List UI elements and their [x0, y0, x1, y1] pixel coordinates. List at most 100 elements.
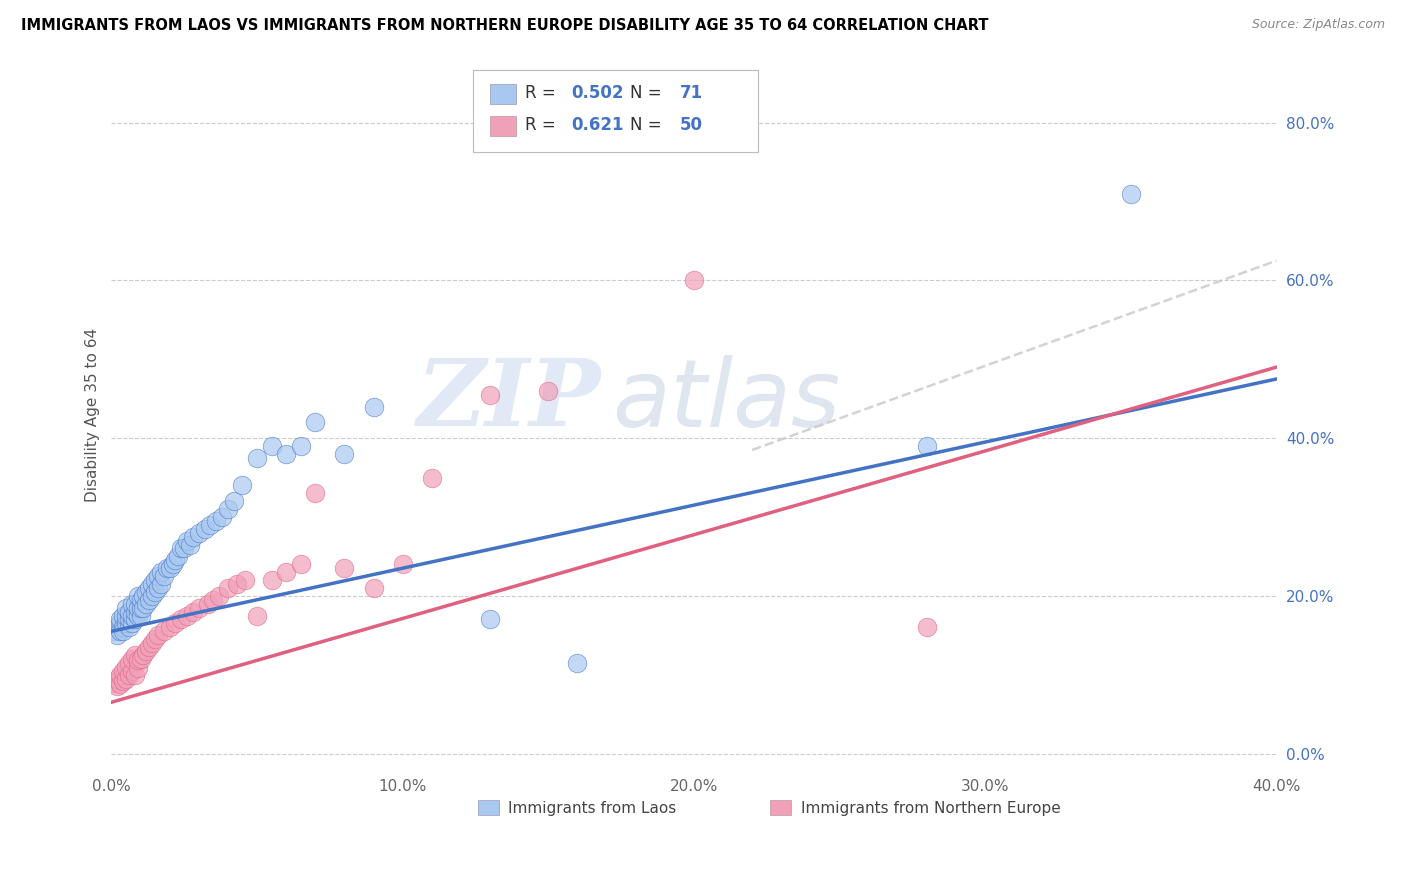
Point [115, 600, 138, 615]
FancyBboxPatch shape [472, 70, 758, 152]
Point [108, 624, 131, 639]
Text: R =: R = [524, 116, 555, 134]
Point [170, 541, 193, 556]
Point [146, 581, 169, 595]
Point [200, 517, 222, 532]
Point [103, 624, 125, 639]
Point [138, 592, 160, 607]
Point [132, 589, 155, 603]
Point [129, 600, 152, 615]
Point [121, 597, 143, 611]
Text: 50: 50 [681, 116, 703, 134]
Point [108, 616, 131, 631]
Point [153, 569, 176, 583]
Point [194, 522, 217, 536]
Point [391, 558, 413, 572]
Point [124, 612, 146, 626]
Point [211, 510, 233, 524]
Point [159, 561, 181, 575]
Point [135, 585, 157, 599]
Point [479, 388, 502, 402]
Point [121, 608, 143, 623]
Point [181, 530, 204, 544]
Point [146, 628, 169, 642]
Point [1119, 186, 1142, 201]
FancyBboxPatch shape [491, 85, 516, 104]
Point [567, 656, 589, 670]
Point [537, 384, 560, 398]
FancyBboxPatch shape [478, 800, 499, 815]
Point [143, 585, 166, 599]
Point [153, 624, 176, 639]
Point [129, 592, 152, 607]
Point [915, 439, 938, 453]
Text: 71: 71 [681, 84, 703, 102]
Text: N =: N = [630, 84, 661, 102]
Point [479, 612, 502, 626]
Point [121, 664, 143, 678]
Point [915, 620, 938, 634]
Point [333, 561, 356, 575]
Point [115, 672, 138, 686]
Point [118, 620, 141, 634]
Text: IMMIGRANTS FROM LAOS VS IMMIGRANTS FROM NORTHERN EUROPE DISABILITY AGE 35 TO 64 : IMMIGRANTS FROM LAOS VS IMMIGRANTS FROM … [21, 18, 988, 33]
Point [105, 680, 128, 694]
Point [202, 592, 225, 607]
Point [276, 565, 298, 579]
Point [181, 605, 204, 619]
FancyBboxPatch shape [769, 800, 790, 815]
Point [146, 569, 169, 583]
Point [124, 605, 146, 619]
Point [103, 675, 125, 690]
Text: N =: N = [630, 116, 661, 134]
Point [118, 667, 141, 681]
Point [217, 502, 239, 516]
Point [173, 541, 195, 556]
Point [260, 439, 283, 453]
Point [141, 589, 163, 603]
Point [197, 597, 219, 611]
Point [165, 553, 187, 567]
Y-axis label: Disability Age 35 to 64: Disability Age 35 to 64 [86, 327, 100, 501]
Point [127, 600, 149, 615]
Point [222, 494, 245, 508]
Point [105, 628, 128, 642]
Point [225, 577, 247, 591]
Point [121, 652, 143, 666]
Point [135, 644, 157, 658]
Point [127, 608, 149, 623]
Text: 0.502: 0.502 [572, 84, 624, 102]
Point [290, 558, 312, 572]
Point [124, 667, 146, 681]
Point [260, 573, 283, 587]
Point [124, 648, 146, 662]
Point [205, 514, 228, 528]
Point [683, 273, 706, 287]
Point [112, 624, 135, 639]
Point [135, 597, 157, 611]
Point [208, 589, 231, 603]
Point [108, 667, 131, 681]
Text: atlas: atlas [613, 355, 841, 446]
Point [115, 660, 138, 674]
Text: Immigrants from Laos: Immigrants from Laos [508, 801, 676, 816]
Point [162, 558, 184, 572]
Point [112, 673, 135, 688]
Point [143, 632, 166, 647]
Point [108, 677, 131, 691]
Point [138, 640, 160, 654]
Point [138, 581, 160, 595]
Point [118, 605, 141, 619]
Point [363, 581, 385, 595]
Text: Immigrants from Northern Europe: Immigrants from Northern Europe [801, 801, 1062, 816]
Point [420, 470, 443, 484]
Point [231, 478, 253, 492]
Point [115, 616, 138, 631]
Point [159, 620, 181, 634]
Point [141, 577, 163, 591]
Point [132, 648, 155, 662]
Point [105, 672, 128, 686]
Point [149, 577, 172, 591]
Point [165, 616, 187, 631]
Point [141, 636, 163, 650]
